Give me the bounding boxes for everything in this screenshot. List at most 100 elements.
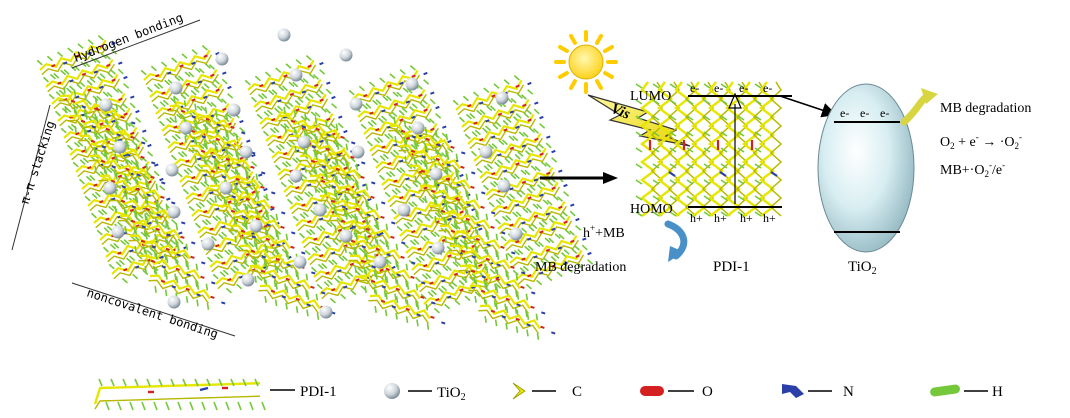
tio2-sphere: [215, 52, 229, 66]
pdi-1-molecule: [208, 176, 286, 220]
tio2-sphere: [495, 91, 509, 105]
tio2-sphere: [373, 255, 387, 269]
sun-ray: [569, 34, 577, 45]
tio2-sphere: [289, 68, 303, 82]
excitation-arrow-head: [728, 92, 742, 109]
tio2-sphere: [167, 295, 181, 309]
noncovalent-bonding-label: noncovalent bonding: [85, 286, 220, 342]
tio2-sphere: [431, 241, 445, 255]
homo-hole: h+: [763, 211, 776, 225]
lumo-electron: e-: [690, 81, 699, 95]
pdi-1-molecule: [248, 256, 326, 300]
sun-ray: [603, 71, 614, 79]
right-mb-degradation-label: MB degradation: [940, 101, 1031, 116]
noncovalent-bonding-guide-line: [71, 282, 236, 337]
pdi-1-molecule: [68, 106, 146, 150]
pdi-1-molecule: [368, 286, 446, 330]
tio2-sphere: [297, 135, 311, 149]
tio2-sphere: [169, 81, 183, 95]
pdi-1-molecule: [494, 196, 576, 239]
legend-tio2-label: TiO2: [437, 385, 466, 403]
tio2-sphere: [167, 205, 181, 219]
tio2-sphere: [349, 97, 363, 111]
tio2-sphere: [277, 28, 291, 42]
tio2-sphere: [405, 77, 419, 91]
tio2-sphere: [339, 48, 353, 62]
pdi-1-molecule: [108, 186, 186, 230]
tio2-electron: e-: [860, 106, 869, 120]
pdi-1-molecule-cluster: [635, 81, 783, 217]
pdi-1-molecule: [512, 245, 594, 290]
tio2-sphere: [319, 305, 333, 319]
homo-hole: h+: [690, 211, 703, 225]
pdi-1-molecule: [118, 206, 196, 250]
tio2-sphere: [241, 273, 255, 287]
legend-carbon-icon: [512, 382, 526, 400]
sun-ray: [595, 79, 603, 90]
pdi-1-molecule: [506, 230, 588, 273]
lumo-electron: e-: [739, 81, 748, 95]
legend-pdi-1-label: PDI-1: [300, 384, 337, 400]
tio2-sphere: [113, 140, 127, 154]
pdi-1-molecule: [448, 236, 526, 280]
vis-label: Vis: [609, 101, 633, 123]
legend-pdi-1-molecule: [93, 378, 266, 411]
left-mb-degradation-label: MB degradation: [535, 260, 626, 275]
tio2-sphere: [479, 145, 493, 159]
pdi-1-molecule: [488, 177, 570, 222]
tio2-sphere: [313, 203, 327, 217]
blue-curved-arrow-head: [668, 246, 684, 262]
homo-hole: h+: [714, 211, 727, 225]
lumo-electron: e-: [714, 81, 723, 95]
mb-oxidation-equation: MB+·O2-/e-: [940, 160, 1005, 179]
homo-label: HOMO: [630, 202, 673, 217]
pdi-1-molecule: [478, 296, 556, 340]
oxygen-reduction-equation: O2 + e- → ·O2-: [940, 132, 1022, 151]
hydrogen-bonding-guide-line: [71, 19, 201, 69]
yellow-curved-arrow: [900, 92, 932, 126]
tio2-sphere: [219, 181, 233, 195]
pdi-1-molecule: [398, 136, 476, 180]
tio2-sphere: [497, 179, 511, 193]
yellow-curved-arrow-head: [921, 88, 938, 104]
pdi-1-molecule: [250, 74, 332, 117]
lumo-label: LUMO: [630, 89, 671, 104]
sun-ray: [558, 71, 569, 79]
tio2-sphere: [99, 98, 113, 112]
pdi-1-molecule: [238, 236, 316, 280]
pdi-1-molecule: [42, 54, 124, 97]
sun-ray: [595, 34, 603, 45]
tio2-sphere: [351, 145, 365, 159]
pdi-1-label: PDI-1: [713, 259, 750, 275]
pdi-1-molecule: [438, 216, 516, 260]
pi-pi-stacking-label: π-π stacking: [18, 119, 58, 206]
tio2-electron: e-: [840, 106, 849, 120]
pi-stacking-guide-line: [11, 104, 51, 251]
pdi-1-molecule: [138, 246, 216, 290]
sun-ray: [569, 79, 577, 90]
pdi-1-molecule: [328, 206, 406, 250]
pdi-1-molecule: [458, 94, 540, 137]
pdi-1-molecule: [78, 126, 156, 170]
pdi-1-molecule: [358, 266, 436, 310]
tio2-sphere: [201, 237, 215, 251]
tio2-sphere: [179, 121, 193, 135]
tio2-sphere: [111, 225, 125, 239]
homo-hole: h+: [740, 211, 753, 225]
pdi-1-molecule: [476, 143, 558, 188]
tio2-electron: e-: [880, 106, 889, 120]
tio2-sphere: [397, 203, 411, 217]
legend-hydrogen-icon: [930, 384, 960, 397]
electron-transfer-arrow: [779, 95, 837, 118]
pdi-1-molecule: [278, 106, 356, 150]
sun-ray: [603, 45, 614, 53]
pdi-1-molecule: [58, 86, 136, 130]
pdi-1-molecule: [414, 254, 496, 297]
pdi-1-molecule: [348, 65, 430, 110]
pdi-1-molecule: [48, 69, 130, 114]
visible-light-bolt-icon: [587, 94, 691, 147]
tio2-sphere: [339, 229, 353, 243]
tio2-sphere: [239, 145, 253, 159]
pdi-1-molecule: [72, 137, 154, 182]
pdi-1-molecule: [148, 266, 226, 310]
